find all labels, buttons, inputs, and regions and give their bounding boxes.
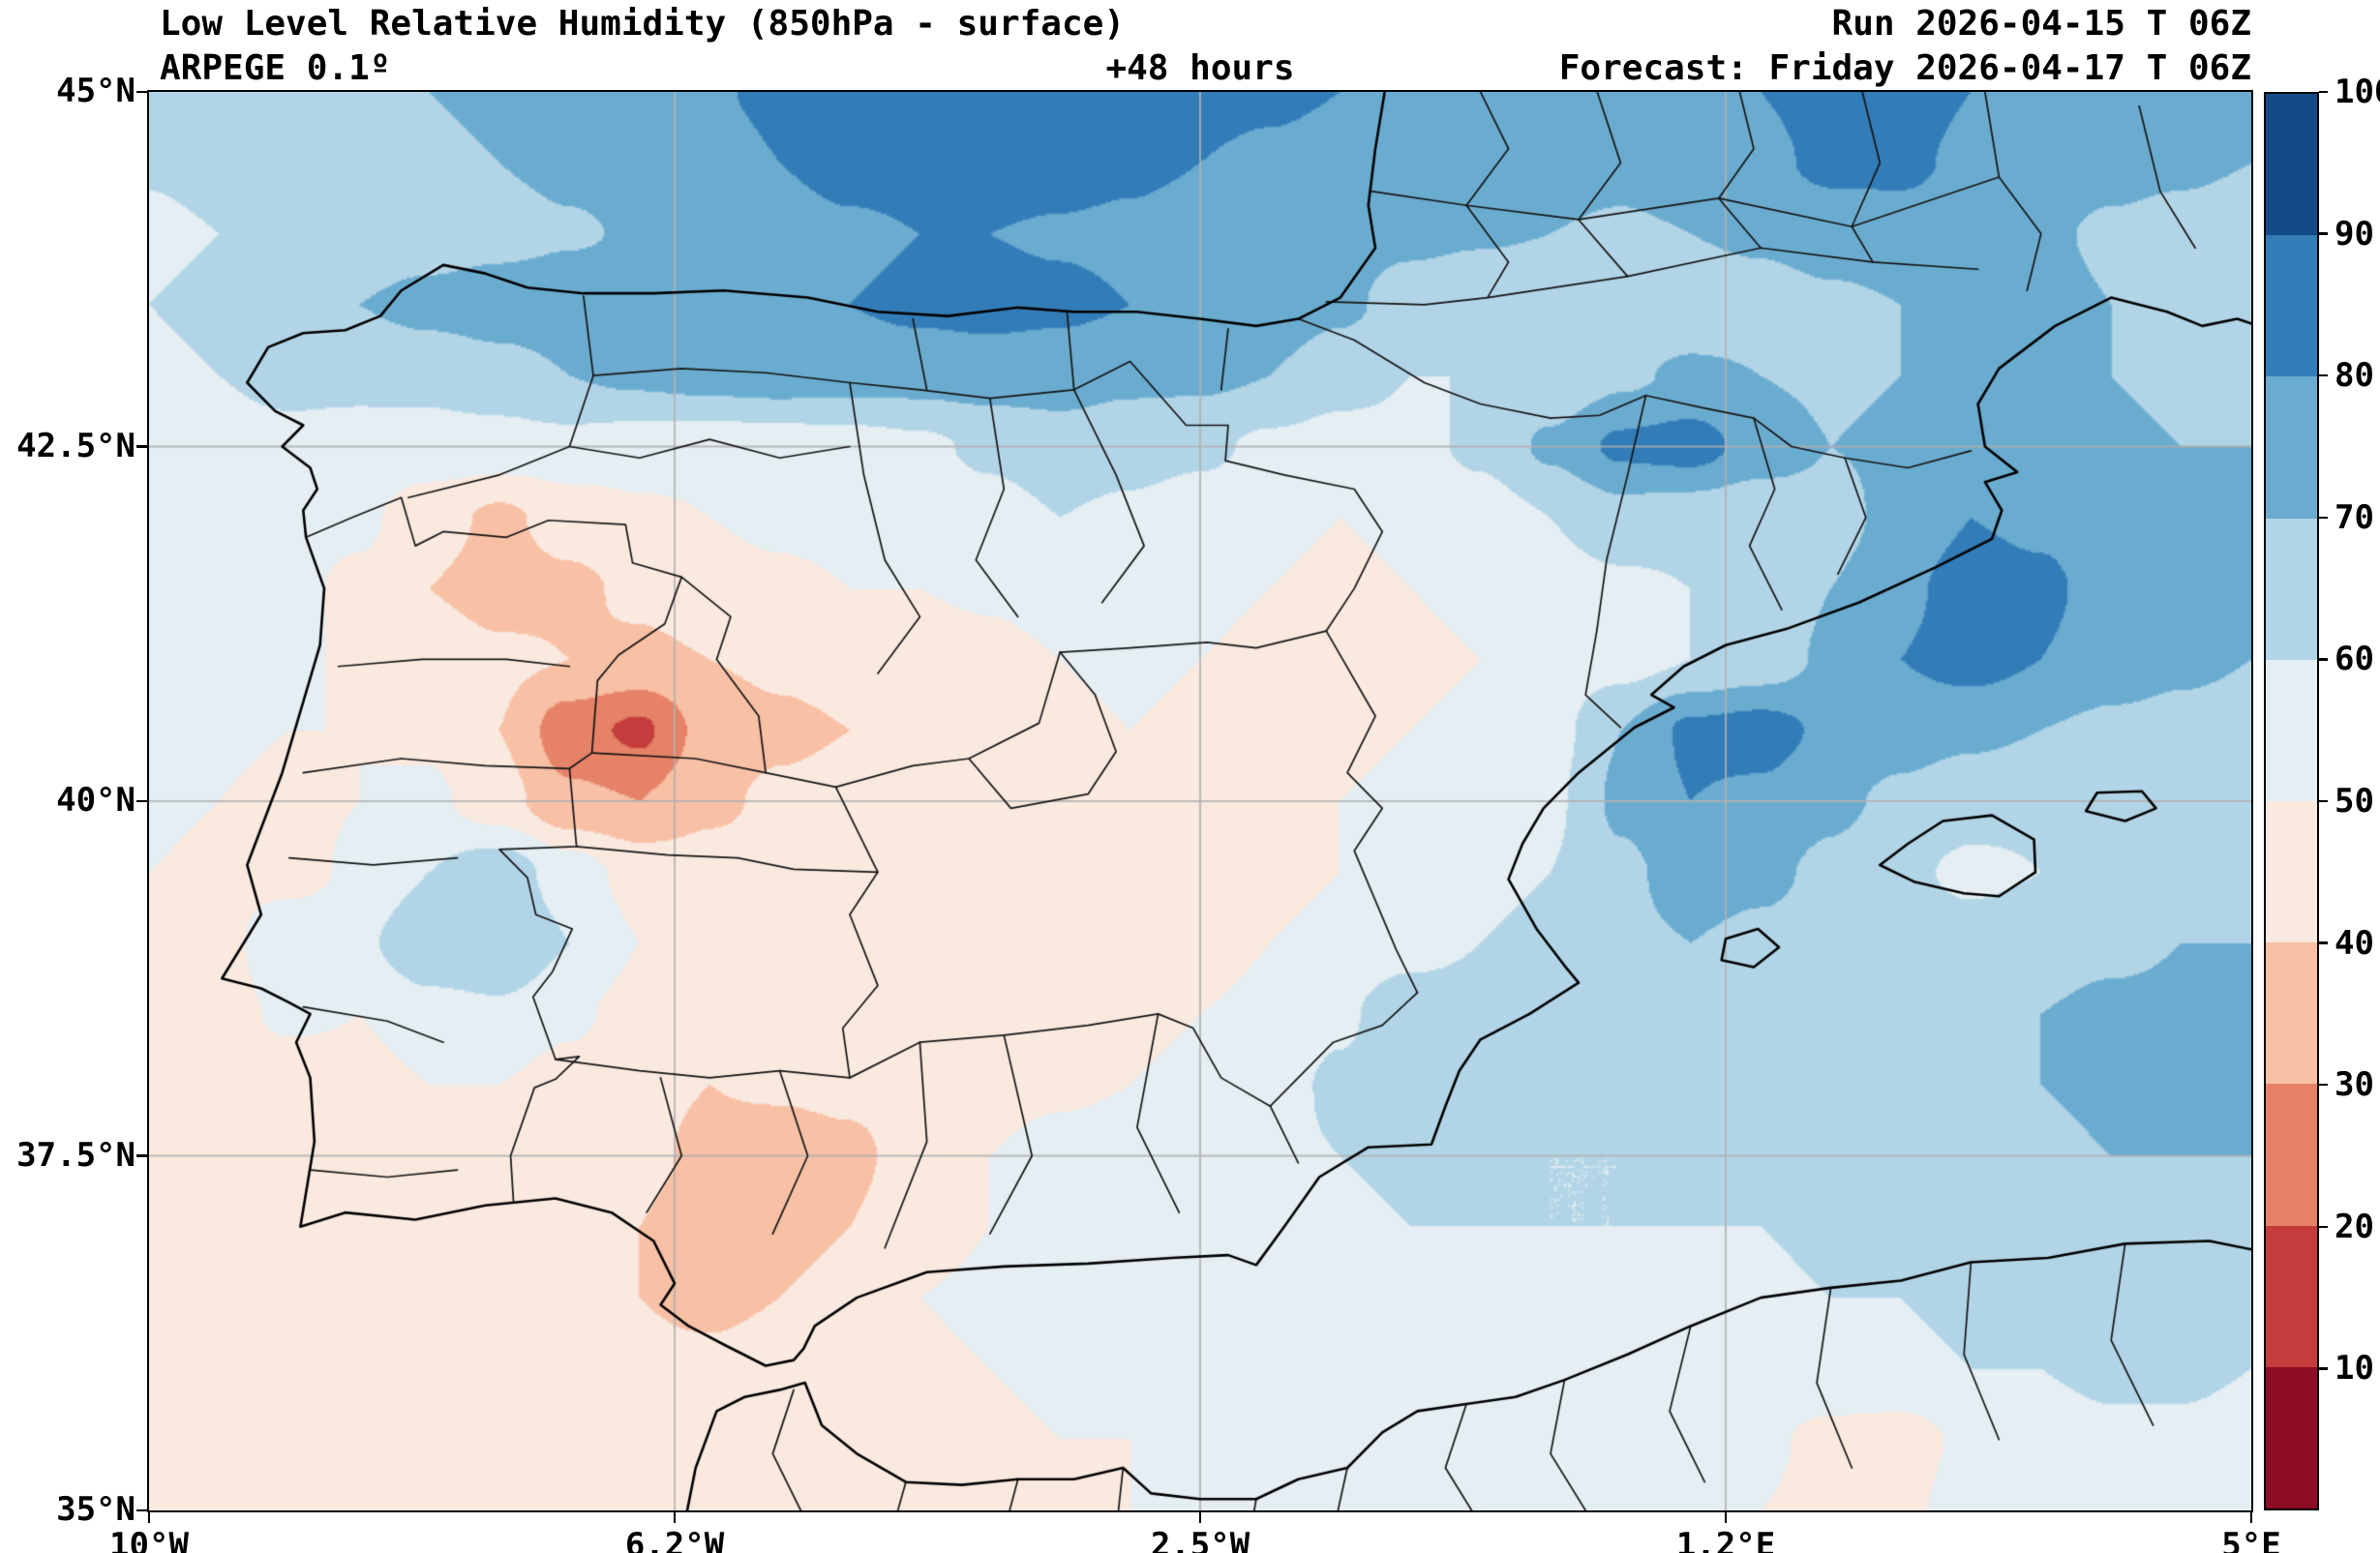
x-tick-mark (147, 1512, 151, 1523)
y-tick-mark (136, 90, 147, 94)
lead-time-label: +48 hours (1105, 48, 1295, 88)
x-tick-mark (1198, 1512, 1202, 1523)
colorbar-segment (2266, 518, 2317, 660)
map-plot-area (147, 90, 2253, 1512)
colorbar-tick-mark (2319, 373, 2328, 377)
colorbar-tick-mark (2319, 941, 2328, 944)
colorbar-tick-mark (2319, 1225, 2328, 1229)
humidity-field-canvas (149, 92, 2251, 1510)
colorbar-segment (2266, 801, 2317, 943)
x-tick-label: 6.2°W (624, 1526, 725, 1553)
colorbar-segment (2266, 659, 2317, 802)
colorbar-tick-mark (2319, 232, 2328, 235)
x-tick-mark (2249, 1512, 2253, 1523)
y-tick-label: 45°N (56, 72, 136, 110)
run-label: Run 2026-04-15 T 06Z (1831, 4, 2251, 44)
colorbar (2264, 92, 2319, 1510)
colorbar-tick-mark (2319, 658, 2328, 661)
forecast-label: Forecast: Friday 2026-04-17 T 06Z (1558, 48, 2251, 88)
colorbar-segment (2266, 1084, 2317, 1226)
x-tick-mark (1724, 1512, 1728, 1523)
page-title: Low Level Relative Humidity (850hPa - su… (160, 4, 1125, 44)
x-tick-label: 5°E (2221, 1526, 2281, 1553)
colorbar-segment (2266, 942, 2317, 1085)
x-tick-label: 10°W (109, 1526, 189, 1553)
colorbar-segment (2266, 235, 2317, 377)
colorbar-tick-mark (2319, 1367, 2328, 1370)
colorbar-tick-mark (2319, 516, 2328, 520)
x-tick-mark (673, 1512, 677, 1523)
colorbar-tick-label: 80 (2335, 356, 2374, 396)
colorbar-tick-label: 70 (2335, 497, 2374, 537)
colorbar-tick-label: 60 (2335, 640, 2374, 679)
y-tick-label: 42.5°N (16, 426, 136, 465)
y-tick-label: 37.5°N (16, 1135, 136, 1175)
colorbar-segment (2266, 376, 2317, 519)
colorbar-tick-label: 40 (2335, 923, 2374, 963)
colorbar-tick-label: 100 (2335, 73, 2380, 111)
colorbar-tick-mark (2319, 1083, 2328, 1087)
colorbar-tick-label: 90 (2335, 214, 2374, 254)
x-tick-label: 1.2°E (1675, 1526, 1776, 1553)
colorbar-tick-mark (2319, 90, 2328, 94)
colorbar-segment (2266, 1366, 2317, 1509)
colorbar-segment (2266, 94, 2317, 236)
y-tick-mark (136, 1508, 147, 1512)
y-tick-label: 35°N (56, 1490, 136, 1529)
y-tick-mark (136, 445, 147, 448)
colorbar-segment (2266, 1225, 2317, 1367)
colorbar-tick-mark (2319, 799, 2328, 803)
y-tick-label: 40°N (56, 781, 136, 820)
colorbar-tick-label: 50 (2335, 782, 2374, 821)
x-tick-label: 2.5°W (1150, 1526, 1250, 1553)
colorbar-tick-label: 20 (2335, 1207, 2374, 1246)
y-tick-mark (136, 799, 147, 803)
colorbar-tick-label: 30 (2335, 1065, 2374, 1105)
colorbar-tick-label: 10 (2335, 1349, 2374, 1389)
model-label: ARPEGE 0.1º (160, 48, 391, 88)
y-tick-mark (136, 1154, 147, 1157)
